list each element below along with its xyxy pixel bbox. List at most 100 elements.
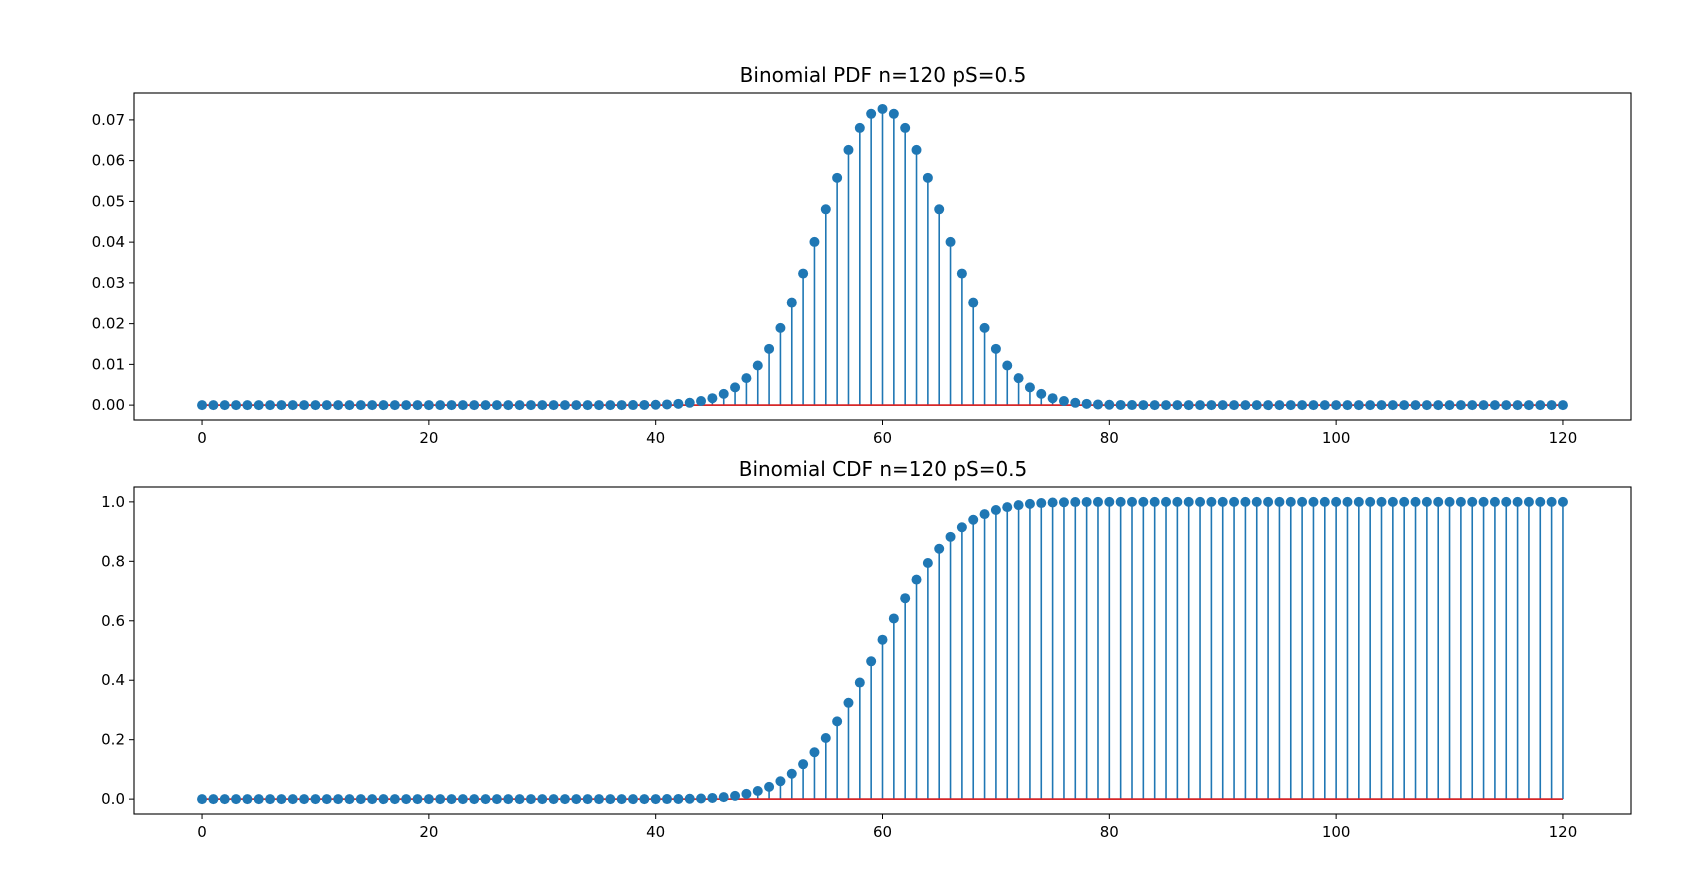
cdf-stem-marker xyxy=(730,790,741,801)
cdf-stem-marker xyxy=(1399,496,1410,507)
cdf-x-tick-label: 20 xyxy=(419,823,438,841)
cdf-stem-marker xyxy=(900,593,911,604)
pdf-y-tick-label: 0.02 xyxy=(92,315,125,333)
pdf-stem-marker xyxy=(798,268,809,279)
cdf-stem-marker xyxy=(854,677,865,688)
cdf-chart: Binomial CDF n=120 pS=0.5 0.00.20.40.60.… xyxy=(101,457,1632,841)
pdf-stem-marker xyxy=(888,108,899,119)
pdf-y-tick-label: 0.05 xyxy=(92,192,125,210)
pdf-stem-marker xyxy=(956,268,967,279)
pdf-stem-marker xyxy=(219,400,230,411)
cdf-stem-marker xyxy=(1149,496,1160,507)
cdf-stem-marker xyxy=(1217,496,1228,507)
pdf-stem-marker xyxy=(355,400,366,411)
pdf-stem-marker xyxy=(628,400,638,411)
pdf-stem-marker xyxy=(979,322,990,333)
pdf-stem-marker xyxy=(525,400,536,411)
pdf-stem-marker xyxy=(321,400,332,411)
pdf-stem-marker xyxy=(1297,400,1308,411)
pdf-stem-marker xyxy=(662,399,673,410)
cdf-stem-marker xyxy=(1229,496,1240,507)
cdf-stem-marker xyxy=(469,794,480,805)
cdf-stem-marker xyxy=(276,794,287,805)
pdf-y-ticks: 0.00 0.01 0.02 0.03 0.04 0.05 0.06 0.07 xyxy=(92,111,134,414)
cdf-stem-marker xyxy=(231,794,242,805)
cdf-stem-marker xyxy=(990,505,1001,516)
pdf-stem-marker xyxy=(990,343,1001,354)
pdf-stem-marker xyxy=(333,400,344,411)
pdf-stem-marker xyxy=(1092,399,1103,410)
cdf-stem-marker xyxy=(662,794,673,805)
pdf-stem-marker xyxy=(1240,400,1251,411)
pdf-stem-marker xyxy=(276,400,287,411)
cdf-stem-marker xyxy=(401,794,412,805)
pdf-stem-marker xyxy=(559,400,570,411)
pdf-stem-marker xyxy=(922,172,933,183)
pdf-stem-marker xyxy=(741,373,752,384)
cdf-stem-marker xyxy=(741,788,752,799)
pdf-stem-marker xyxy=(253,400,264,411)
pdf-stem-marker xyxy=(1206,400,1217,411)
pdf-stem-marker xyxy=(571,400,582,411)
cdf-stem-marker xyxy=(934,543,945,554)
cdf-stem-marker xyxy=(786,768,797,779)
pdf-stem-marker xyxy=(843,144,854,155)
pdf-stem-marker xyxy=(1319,400,1330,411)
cdf-stems xyxy=(197,496,1568,805)
pdf-stem-marker xyxy=(367,400,378,411)
cdf-stem-marker xyxy=(1263,496,1274,507)
pdf-stem-marker xyxy=(696,396,707,407)
cdf-stem-marker xyxy=(457,794,468,805)
cdf-stem-marker xyxy=(593,794,604,805)
cdf-stem-marker xyxy=(1535,496,1546,507)
cdf-x-tick-label: 0 xyxy=(197,823,207,841)
cdf-stem-marker xyxy=(253,794,264,805)
cdf-stem-marker xyxy=(367,794,378,805)
pdf-stem-marker xyxy=(378,400,389,411)
cdf-stem-marker xyxy=(1104,496,1115,507)
pdf-chart: Binomial PDF n=120 pS=0.5 0.000.010.020.… xyxy=(92,63,1632,447)
pdf-stem-marker xyxy=(945,236,956,247)
pdf-stem-marker xyxy=(718,388,729,399)
cdf-stem-marker xyxy=(446,794,457,805)
pdf-stem-marker xyxy=(650,399,661,410)
pdf-stem-marker xyxy=(389,400,400,411)
pdf-stem-marker xyxy=(1523,400,1534,411)
cdf-stem-marker xyxy=(945,531,956,542)
pdf-stem-marker xyxy=(832,172,843,183)
cdf-stem-marker xyxy=(514,794,525,805)
cdf-stem-marker xyxy=(650,794,661,805)
pdf-stem-marker xyxy=(491,400,502,411)
pdf-stem-marker xyxy=(1172,400,1183,411)
pdf-stem-marker xyxy=(1421,400,1432,411)
pdf-stem-marker xyxy=(786,297,797,308)
pdf-stem-marker xyxy=(1195,400,1206,411)
cdf-stem-marker xyxy=(809,747,820,758)
cdf-stem-marker xyxy=(684,793,695,804)
cdf-stem-marker xyxy=(1138,496,1149,507)
pdf-stem-marker xyxy=(287,400,298,411)
pdf-stem-marker xyxy=(1263,400,1274,411)
cdf-stem-marker xyxy=(707,792,718,803)
pdf-stem-marker xyxy=(911,144,922,155)
cdf-stem-marker xyxy=(1557,496,1568,507)
pdf-stem-marker xyxy=(1478,400,1489,411)
cdf-stem-marker xyxy=(1092,496,1103,507)
cdf-x-ticks: 0 20 40 60 80 100 120 xyxy=(197,814,1577,841)
pdf-y-tick-label: 0.00 xyxy=(92,396,125,414)
cdf-x-tick-label: 40 xyxy=(646,823,665,841)
pdf-stem-marker xyxy=(1331,400,1342,411)
cdf-stem-marker xyxy=(832,716,843,727)
pdf-stem-marker xyxy=(854,122,865,133)
cdf-stem-marker xyxy=(968,514,979,525)
cdf-stem-marker xyxy=(355,794,366,805)
cdf-stem-marker xyxy=(764,781,775,792)
cdf-stem-marker xyxy=(1387,496,1398,507)
pdf-stem-marker xyxy=(457,400,468,411)
pdf-stem-marker xyxy=(514,400,525,411)
cdf-stem-marker xyxy=(1081,496,1092,507)
cdf-stem-marker xyxy=(956,522,967,533)
cdf-stem-marker xyxy=(1467,496,1478,507)
pdf-stem-marker xyxy=(1183,400,1194,411)
cdf-stem-marker xyxy=(1058,497,1069,508)
